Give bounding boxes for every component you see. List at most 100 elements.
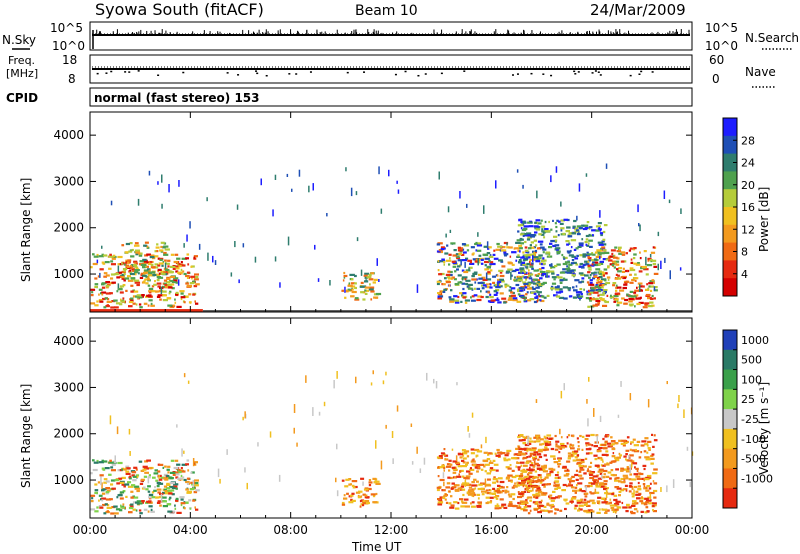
velocity-heatmap-cell — [541, 493, 547, 496]
velocity-heatmap-cell — [119, 497, 124, 500]
velocity-heatmap-cell — [598, 468, 604, 471]
power-heatmap-cell — [133, 290, 139, 293]
velocity-heatmap-cell — [114, 512, 119, 515]
velocity-heatmap-cell — [562, 465, 567, 468]
power-ylabel: Slant Range [km] — [19, 178, 33, 282]
velocity-heatmap-cell — [492, 487, 496, 490]
power-colorbar-cell — [723, 118, 737, 137]
power-heatmap-cell — [482, 278, 488, 281]
velocity-heatmap-cell — [602, 460, 604, 463]
noise-series — [92, 29, 690, 49]
power-heatmap-cell — [562, 277, 566, 280]
velocity-heatmap-cell — [521, 452, 525, 455]
power-heatmap-cell — [134, 271, 139, 274]
power-heatmap-cell — [615, 263, 620, 266]
power-heatmap-cell — [537, 284, 543, 288]
power-heatmap-cell — [354, 282, 357, 285]
velocity-heatmap-cell — [520, 483, 525, 486]
power-heatmap-cell — [456, 257, 461, 260]
velocity-heatmap-cell — [644, 497, 649, 500]
velocity-heatmap-cell — [362, 502, 368, 505]
velocity-heatmap-cell — [121, 483, 126, 486]
power-heatmap-cell — [584, 263, 590, 266]
power-heatmap-cell — [441, 258, 445, 261]
velocity-heatmap-cell — [145, 488, 149, 491]
velocity-heatmap-cell — [341, 503, 346, 506]
power-heatmap-cell — [643, 268, 649, 271]
power-heatmap-cell — [133, 279, 140, 282]
velocity-heatmap-cell — [189, 488, 195, 491]
velocity-heatmap-cell — [131, 496, 134, 499]
velocity-heatmap-cell — [519, 434, 524, 437]
velocity-sparse-echo — [244, 411, 246, 419]
velocity-heatmap-cell — [572, 435, 575, 438]
nave-drop-dot — [110, 70, 113, 73]
velocity-heatmap-cell — [533, 495, 536, 499]
power-heatmap-cell — [597, 281, 603, 284]
power-heatmap-cell — [624, 282, 628, 285]
velocity-heatmap-cell — [612, 510, 615, 513]
power-sparse-echo — [486, 241, 489, 249]
velocity-heatmap-cell — [113, 505, 118, 508]
velocity-heatmap-cell — [143, 467, 150, 470]
velocity-heatmap-cell — [444, 454, 449, 457]
velocity-heatmap-cell — [159, 463, 164, 466]
velocity-heatmap-cell — [596, 450, 599, 453]
power-heatmap-cell — [131, 268, 135, 271]
power-heatmap-cell — [558, 220, 561, 223]
velocity-heatmap-cell — [513, 485, 518, 488]
power-heatmap-cell — [151, 271, 156, 274]
power-heatmap-cell — [639, 257, 642, 260]
velocity-heatmap-cell — [173, 466, 179, 470]
velocity-heatmap-cell — [586, 500, 591, 503]
velocity-colorbar-tick-label: -25 — [741, 413, 759, 426]
velocity-heatmap-cell — [150, 496, 156, 499]
velocity-heatmap-cell — [639, 472, 644, 476]
power-heatmap-cell — [480, 281, 484, 284]
velocity-heatmap-cell — [97, 481, 100, 484]
power-heatmap-cell — [136, 296, 139, 299]
power-heatmap-cell — [181, 257, 188, 260]
velocity-heatmap-cell — [164, 491, 169, 494]
velocity-heatmap-cell — [619, 454, 622, 457]
power-heatmap-cell — [164, 285, 169, 288]
velocity-heatmap-cell — [180, 470, 186, 473]
power-sparse-echo — [345, 167, 347, 172]
power-heatmap-cell — [92, 262, 98, 266]
velocity-heatmap-cell — [580, 498, 583, 501]
velocity-heatmap-cell — [476, 450, 483, 453]
power-heatmap-cell — [562, 268, 567, 271]
power-heatmap-cell — [592, 263, 598, 267]
velocity-heatmap-cell — [486, 472, 491, 475]
power-sparse-echo — [99, 272, 101, 278]
power-sparse-echo — [497, 280, 499, 288]
power-sparse-echo — [329, 280, 331, 286]
power-heatmap-cell — [507, 268, 513, 271]
velocity-heatmap-cell — [517, 466, 521, 469]
power-heatmap-cell — [602, 289, 608, 292]
power-sparse-echo — [260, 178, 262, 186]
power-heatmap-cell — [111, 255, 117, 259]
velocity-heatmap-cell — [469, 468, 475, 471]
power-heatmap-cell — [637, 282, 643, 285]
velocity-heatmap-cell — [534, 502, 539, 505]
velocity-heatmap-cell — [611, 443, 615, 446]
velocity-heatmap-cell — [492, 459, 496, 462]
velocity-heatmap-cell — [625, 453, 628, 456]
power-sparse-echo — [186, 234, 188, 242]
power-sparse-echo — [532, 255, 534, 263]
velocity-heatmap-cell — [471, 484, 477, 487]
velocity-heatmap-cell — [630, 504, 636, 507]
power-heatmap-cell — [144, 241, 149, 244]
power-heatmap-cell — [156, 295, 161, 298]
power-heatmap-cell — [121, 273, 125, 276]
power-sparse-echo — [378, 279, 380, 282]
velocity-heatmap-cell — [604, 463, 610, 466]
velocity-heatmap-cell — [535, 440, 541, 443]
power-heatmap-cell — [588, 283, 590, 286]
power-heatmap-cell — [363, 274, 368, 277]
velocity-heatmap-cell — [518, 439, 523, 442]
power-heatmap-cell — [629, 273, 632, 276]
velocity-sparse-echo — [187, 380, 190, 384]
power-heatmap-cell — [537, 222, 542, 225]
